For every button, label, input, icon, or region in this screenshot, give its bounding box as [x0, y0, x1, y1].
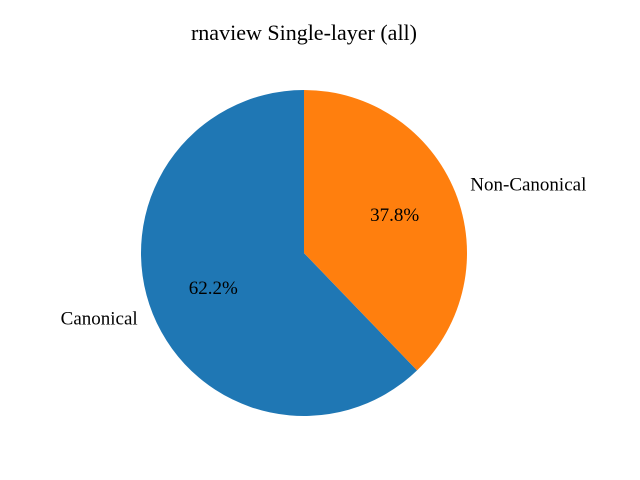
pie-labels: Canonical 62.2% Non-Canonical 37.8% — [61, 174, 587, 329]
pie-slices — [141, 90, 468, 416]
pie-label-non-canonical: Non-Canonical — [470, 174, 586, 195]
pie-percent-non-canonical: 37.8% — [370, 205, 419, 226]
pie-percent-canonical: 62.2% — [189, 278, 238, 299]
pie-slice-canonical — [141, 90, 418, 416]
chart-title: rnaview Single-layer (all) — [191, 20, 417, 45]
pie-label-canonical: Canonical — [61, 308, 138, 329]
pie-slice-non-canonical — [304, 90, 468, 371]
